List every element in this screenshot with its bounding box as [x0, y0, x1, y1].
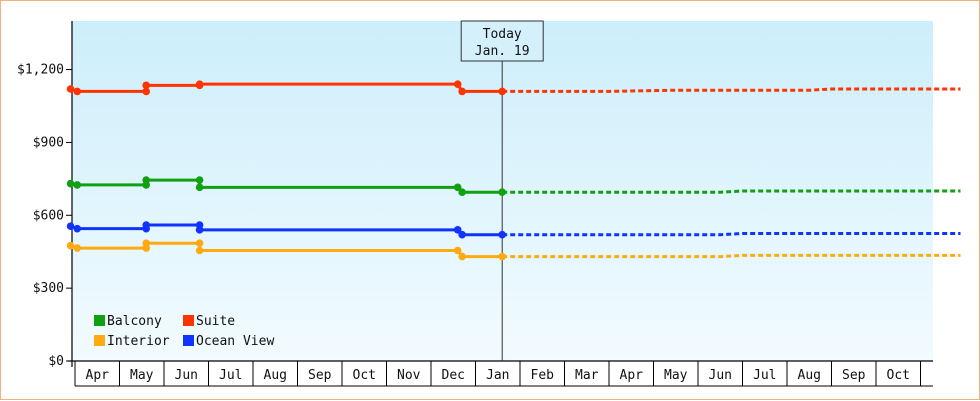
- suite-data-point: [195, 80, 204, 88]
- legend: Balcony Suite Interior Ocean View: [94, 314, 274, 349]
- x-tick-label: May: [664, 368, 688, 383]
- series-layer: [66, 80, 961, 261]
- legend-swatch-interior: [94, 335, 105, 346]
- interior-data-point: [458, 252, 466, 261]
- x-tick-label: Oct: [353, 368, 376, 383]
- today-label: Today: [483, 27, 522, 42]
- ocean-view-data-point: [195, 226, 204, 234]
- suite-data-point: [66, 85, 75, 93]
- x-tick-label: Aug: [264, 368, 287, 383]
- balcony-data-point: [195, 183, 204, 192]
- x-tick-label: Oct: [887, 368, 910, 383]
- suite-data-point: [142, 81, 150, 90]
- legend-swatch-ocean-view: [183, 335, 194, 346]
- ocean-view-data-point: [142, 221, 150, 229]
- x-tick-label: Jun: [175, 368, 198, 383]
- balcony-data-point: [195, 176, 204, 184]
- legend-label-interior: Interior: [107, 334, 170, 349]
- balcony-data-point: [73, 181, 82, 189]
- suite-data-point: [73, 87, 82, 96]
- balcony-data-point: [458, 188, 466, 197]
- interior-data-point: [73, 244, 82, 252]
- x-tick-label: May: [130, 368, 154, 383]
- balcony-data-point: [66, 179, 75, 188]
- x-tick-label: Mar: [575, 368, 599, 383]
- interior-data-point: [195, 246, 204, 255]
- y-tick-label: $600: [33, 208, 64, 223]
- ocean-view-data-point: [453, 226, 462, 234]
- axes: $0 $300 $600 $900 $1,200 Apr May Jun Jul Aug Sep Oc…: [17, 21, 933, 387]
- balcony-data-point: [453, 183, 462, 192]
- today-box: [460, 20, 544, 62]
- legend-swatch-suite: [183, 315, 194, 326]
- x-tick-label: Jul: [219, 368, 242, 383]
- x-tick-label: Jan: [486, 368, 509, 383]
- legend-label-ocean-view: Ocean View: [196, 334, 274, 349]
- x-tick-label: Sep: [308, 368, 332, 383]
- x-tick-label: Sep: [842, 368, 866, 383]
- x-tick-label: Apr: [620, 368, 644, 383]
- suite-data-point: [453, 80, 462, 88]
- y-tick-label: $300: [33, 281, 64, 296]
- suite-forecast-line: [502, 87, 961, 93]
- x-tick-label: Jul: [753, 368, 776, 383]
- y-tick-label: $1,200: [17, 63, 64, 78]
- x-tick-label: Aug: [798, 368, 821, 383]
- interior-data-point: [195, 239, 204, 248]
- y-tick-label: $900: [33, 135, 64, 150]
- ocean-view-data-point: [66, 222, 75, 231]
- suite-data-point: [142, 87, 150, 96]
- balcony-today-point: [498, 188, 507, 197]
- ocean-view-data-point: [458, 230, 466, 239]
- interior-data-point: [453, 246, 462, 255]
- legend-swatch-balcony: [94, 315, 105, 326]
- legend-label-suite: Suite: [196, 314, 235, 329]
- interior-data-point: [142, 239, 150, 248]
- y-tick-label: $0: [48, 354, 64, 369]
- ocean-view-today-point: [498, 230, 507, 239]
- suite-today-point: [498, 87, 507, 96]
- x-tick-label: Jun: [709, 368, 732, 383]
- suite-data-point: [458, 87, 466, 96]
- balcony-data-point: [142, 176, 150, 184]
- today-marker: Today Jan. 19: [460, 20, 544, 361]
- x-tick-label: Dec: [442, 368, 465, 383]
- ocean-view-data-point: [73, 224, 82, 233]
- today-date: Jan. 19: [475, 44, 530, 59]
- x-tick-label: Nov: [397, 368, 421, 383]
- x-tick-label: Apr: [86, 368, 110, 383]
- interior-today-point: [498, 252, 507, 261]
- interior-data-point: [66, 241, 75, 250]
- x-tick-label: Feb: [531, 368, 555, 383]
- legend-label-balcony: Balcony: [107, 314, 162, 329]
